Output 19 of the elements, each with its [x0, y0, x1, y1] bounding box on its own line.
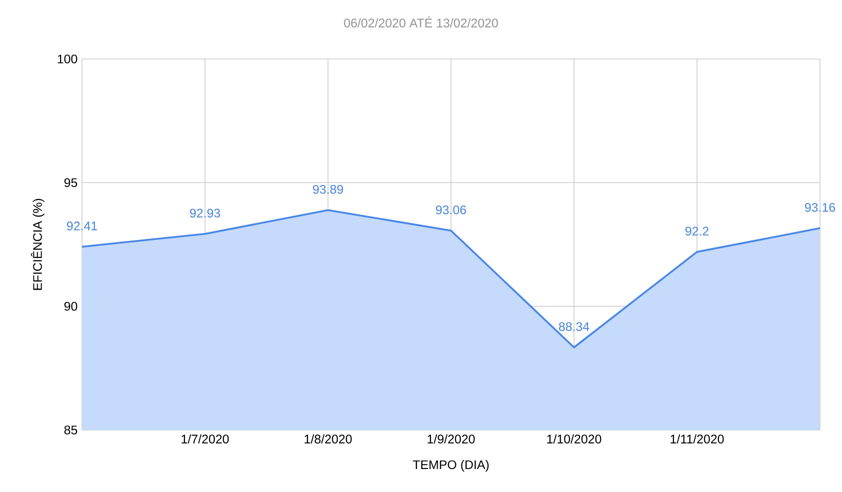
y-tick-label: 90: [64, 302, 78, 311]
data-label: 92.2: [685, 226, 708, 236]
x-tick-label: 1/11/2020: [670, 434, 724, 444]
x-axis-title: TEMPO (DIA): [412, 460, 489, 472]
data-label: 93.06: [436, 205, 466, 214]
y-tick-label: 100: [58, 54, 78, 64]
y-axis-title: EFICIÊNCIA (%): [30, 198, 44, 290]
x-tick-label: 1/8/2020: [304, 434, 352, 444]
x-tick-label: 1/10/2020: [547, 434, 602, 444]
data-label: 92.41: [67, 222, 97, 230]
data-label: 88.34: [558, 322, 590, 332]
data-label: 93.16: [805, 203, 836, 212]
x-tick-label: 1/7/2020: [182, 434, 229, 444]
data-label: 93.89: [313, 184, 344, 194]
chart-title: 06/02/2020 ATÉ 13/02/2020: [344, 16, 498, 28]
data-label: 92.93: [190, 208, 220, 218]
y-tick-label: 95: [64, 178, 78, 188]
x-tick-label: 1/9/2020: [428, 434, 475, 444]
y-tick-label: 85: [64, 426, 78, 434]
